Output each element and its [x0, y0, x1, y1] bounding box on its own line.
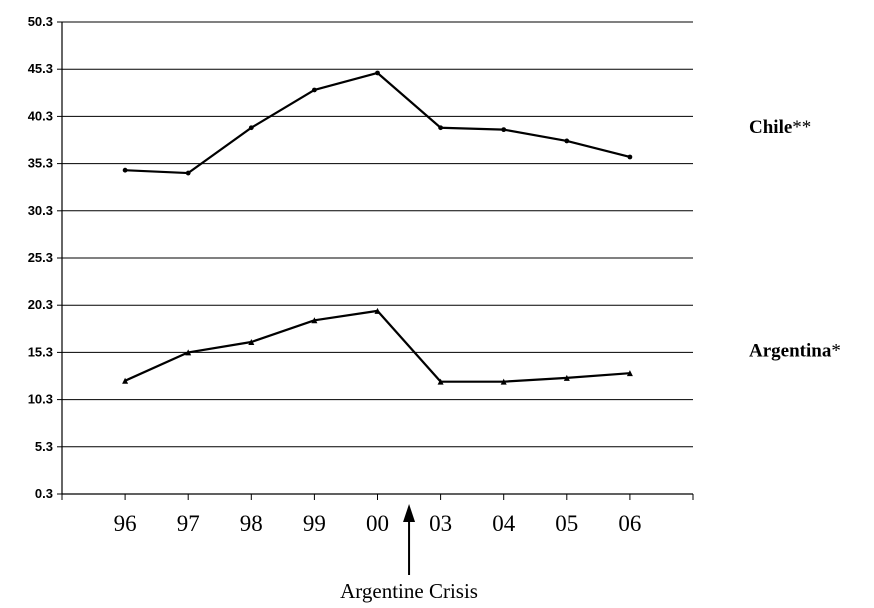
data-point [437, 378, 444, 385]
x-tick-label: 97 [177, 511, 200, 536]
y-tick-label: 15.3 [28, 344, 53, 359]
data-point [122, 377, 129, 384]
y-tick-label: 50.3 [28, 14, 53, 29]
y-tick-label: 45.3 [28, 61, 53, 76]
axes [57, 21, 694, 500]
annotation-label: Argentine Crisis [340, 579, 478, 603]
data-point [626, 370, 633, 377]
x-tick-label: 00 [366, 511, 389, 536]
data-point [375, 70, 380, 76]
data-point [185, 170, 191, 176]
series-label-argentina: Argentina* [749, 340, 841, 361]
data-point [627, 154, 633, 160]
x-tick-label: 96 [114, 511, 137, 536]
series-labels: Chile** Argentina* [749, 117, 841, 361]
data-point [312, 87, 317, 93]
y-tick-label: 30.3 [28, 203, 53, 218]
data-point [311, 317, 318, 324]
annotation-arrow-head [403, 504, 416, 522]
data-point [500, 378, 507, 385]
y-tick-label: 5.3 [35, 439, 53, 454]
y-tick-label: 0.3 [35, 486, 53, 501]
y-tick-label: 10.3 [28, 392, 53, 407]
data-point [248, 125, 254, 131]
x-tick-label: 98 [240, 511, 263, 536]
data-point [501, 127, 507, 133]
x-tick-label: 04 [492, 511, 516, 536]
x-tick-label: 06 [618, 511, 641, 536]
data-point [122, 167, 128, 173]
x-tick-label: 05 [555, 511, 578, 536]
series-line-argentina [124, 309, 630, 383]
data-point [185, 349, 192, 356]
x-tick-label: 99 [303, 511, 326, 536]
y-axis-ticks: 0.3 5.3 10.3 15.3 20.3 25.3 30.3 35.3 40.3 45.3 50… [28, 14, 53, 501]
y-tick-label: 35.3 [28, 156, 53, 171]
data-point [248, 339, 255, 346]
series-label-chile: Chile** [749, 117, 811, 138]
series-lines [122, 70, 633, 385]
data-point [563, 374, 570, 381]
gridlines [62, 21, 693, 448]
x-tick-label: 03 [429, 511, 452, 536]
y-tick-label: 25.3 [28, 250, 53, 265]
y-tick-label: 20.3 [28, 297, 53, 312]
y-tick-label: 40.3 [28, 108, 53, 123]
data-point [438, 125, 443, 131]
x-axis-ticks: 96 97 98 99 00 03 04 05 06 [114, 511, 642, 536]
data-point [374, 307, 381, 314]
series-line-chile [125, 71, 631, 175]
data-point [564, 138, 570, 144]
annotation: Argentine Crisis [340, 504, 478, 603]
